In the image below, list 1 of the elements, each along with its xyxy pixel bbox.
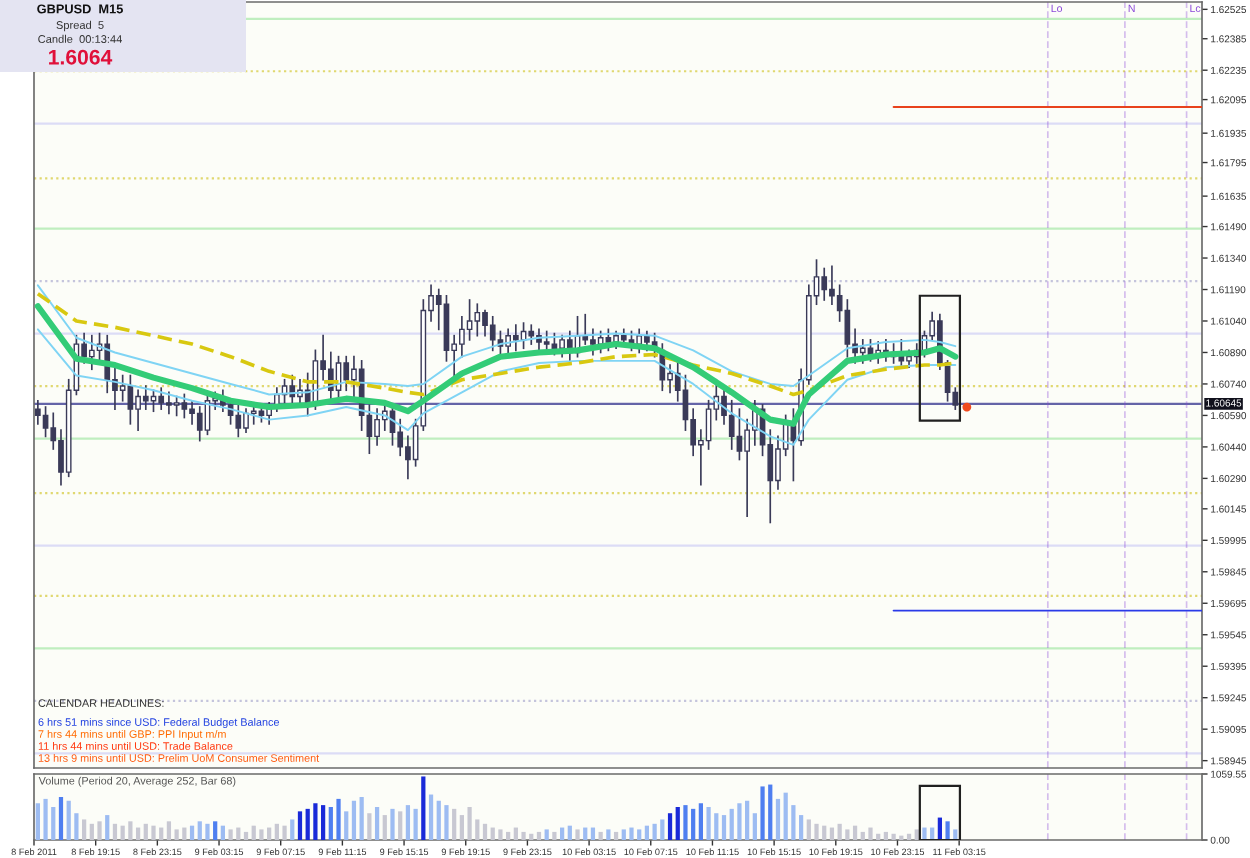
annotation: 1.6064 <box>49 49 113 65</box>
